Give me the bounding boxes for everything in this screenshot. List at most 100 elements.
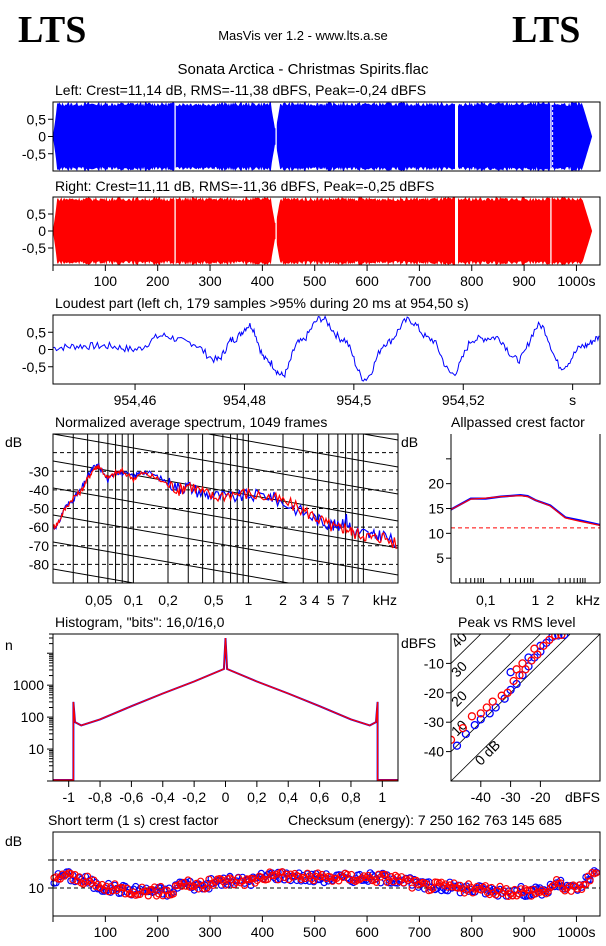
spectrum-frame — [52, 433, 399, 584]
crest-point-right — [423, 880, 431, 888]
silence-gap — [174, 102, 176, 171]
logo-right: LTS — [512, 9, 581, 51]
x-tick-label: -0,6 — [119, 789, 143, 805]
crest-point-right — [381, 870, 389, 878]
spectrum-grid — [53, 326, 398, 818]
x-tick-label: 0 — [222, 789, 230, 805]
spectrum-slope-line — [53, 758, 398, 818]
histogram-ylabel: n — [5, 637, 13, 653]
pvr-point-right — [488, 697, 497, 706]
pvr-point-left — [560, 634, 569, 640]
crest-point-right — [264, 875, 272, 884]
x-tick-label: s — [569, 392, 576, 408]
crest-point-right — [358, 874, 366, 882]
pvr-point-right — [467, 712, 477, 721]
x-tick-label: 300 — [198, 273, 222, 289]
crest-point-right — [310, 876, 318, 885]
y-tick-label: 0,5 — [27, 324, 47, 340]
crest-point-right — [157, 882, 165, 891]
spectrum-slope-line — [53, 460, 398, 522]
x-tick-label: 0,6 — [310, 789, 330, 805]
crest-point-right — [297, 875, 305, 884]
crest-point-right — [592, 869, 600, 877]
x-tick-label: 400 — [251, 924, 275, 940]
y-tick-label: 0 — [38, 129, 46, 145]
y-tick-label: 1000 — [13, 677, 44, 693]
spectrum-slope-line — [53, 704, 398, 764]
silence-gap — [455, 197, 459, 265]
logo-left: LTS — [18, 9, 87, 51]
crest-point-right — [178, 882, 186, 890]
crest-point-right — [138, 883, 146, 891]
x-tick-label: 0,1 — [124, 592, 144, 608]
crest-point-right — [203, 884, 211, 892]
right-waveform-envelope — [53, 197, 593, 265]
histogram-series-left — [53, 637, 398, 781]
y-tick-label: -40 — [29, 482, 49, 498]
x-tick-label: 4 — [312, 592, 320, 608]
pvr-point-right — [545, 635, 554, 645]
silence-gap — [550, 102, 552, 171]
x-tick-label: -40 — [471, 789, 491, 805]
y-tick-label: -30 — [29, 463, 49, 479]
y-tick-label: 0 — [38, 342, 46, 358]
pvr-point-right — [530, 644, 539, 653]
crest-diagonal — [451, 634, 600, 781]
crest-point-right — [222, 881, 230, 889]
crest-point-right — [500, 887, 508, 895]
histogram-title: Histogram, "bits": 16,0/16,0 — [55, 614, 225, 630]
crest-point-right — [406, 875, 414, 883]
y-tick-label: -0,5 — [22, 359, 46, 375]
x-tick-label: 800 — [460, 273, 484, 289]
crest-point-left — [174, 884, 182, 892]
allpassed-crest-title: Allpassed crest factor — [451, 414, 585, 430]
crest-point-right — [111, 880, 119, 888]
allpassed-ylabel: dB — [401, 434, 418, 450]
spectrum-series-right — [53, 463, 397, 550]
pvr-point-right — [518, 659, 527, 668]
y-tick-label: -80 — [29, 556, 49, 572]
x-tick-label: 200 — [146, 273, 170, 289]
x-tick-label: 954,52 — [442, 392, 485, 408]
x-tick-label: 7 — [342, 592, 350, 608]
x-tick-label: 5 — [327, 592, 335, 608]
pvr-point-right — [509, 676, 518, 686]
spectrum-slope-line — [53, 434, 398, 495]
crest-point-right — [559, 885, 567, 893]
x-tick-label: 600 — [355, 273, 379, 289]
right-waveform-title: Right: Crest=11,11 dB, RMS=-11,36 dBFS, … — [55, 178, 435, 194]
silence-gap — [174, 197, 176, 265]
crest-point-right — [582, 880, 590, 889]
crest-point-right — [79, 880, 88, 888]
crest-point-right — [573, 885, 582, 893]
spectrum-slope-line — [53, 326, 398, 386]
spectrum-slope-line — [53, 487, 398, 549]
crest-point-right — [119, 884, 127, 892]
pvr-point-right — [551, 634, 560, 640]
x-tick-label: 1 — [244, 592, 252, 608]
crest-point-right — [207, 879, 215, 888]
x-tick-label: 3 — [299, 592, 307, 608]
x-tick-label: 1000s — [557, 924, 595, 940]
silence-gap — [550, 197, 552, 265]
crest-point-right — [169, 890, 177, 898]
x-tick-label: 2 — [546, 592, 554, 608]
crest-point-right — [109, 887, 117, 895]
spectrum-slope-line — [53, 541, 292, 583]
y-tick-label: 5 — [436, 550, 444, 566]
y-tick-label: -60 — [29, 519, 49, 535]
crest-point-left — [293, 876, 301, 885]
pvr-point-right — [539, 641, 548, 650]
crest-point-right — [362, 873, 370, 882]
crest-point-right — [241, 881, 249, 890]
x-tick-label: 1 — [531, 592, 539, 608]
x-tick-label: 400 — [251, 273, 275, 289]
pvr-point-right — [476, 709, 485, 718]
crest-diagonal — [451, 634, 482, 664]
y-tick-label: -10 — [424, 655, 444, 671]
crest-point-right — [508, 892, 517, 900]
crest-point-right — [429, 884, 437, 893]
peak-vs-rms-title: Peak vs RMS level — [458, 614, 576, 630]
x-tick-label: 500 — [303, 924, 327, 940]
crest-point-right — [184, 876, 192, 884]
